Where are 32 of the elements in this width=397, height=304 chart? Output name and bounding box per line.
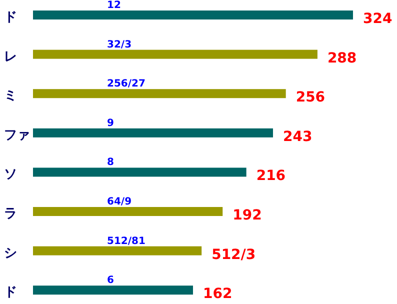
y-tick-label: レ	[4, 49, 17, 64]
data-label: 192	[232, 208, 262, 224]
bar	[33, 50, 318, 59]
bar	[33, 89, 286, 98]
annotation: 32/3	[107, 39, 132, 50]
bar	[33, 168, 246, 177]
annotation: 12	[107, 0, 121, 11]
bar	[33, 207, 223, 216]
bar	[33, 286, 193, 295]
annotation: 64/9	[107, 196, 132, 208]
y-tick-label: シ	[4, 246, 17, 261]
bar	[33, 10, 353, 20]
annotation: 9	[107, 118, 114, 129]
data-label: 512/3	[212, 246, 256, 263]
y-tick-label: ド	[4, 10, 17, 25]
annotation: 256/27	[107, 78, 146, 90]
data-label: 243	[283, 128, 312, 145]
bar	[33, 246, 202, 256]
y-tick-label: ミ	[4, 88, 17, 104]
annotation: 8	[107, 157, 114, 168]
annotation: 6	[107, 275, 114, 286]
data-label: 324	[363, 11, 392, 27]
annotation: 512/81	[107, 236, 146, 247]
bar	[33, 128, 273, 138]
data-label: 288	[327, 50, 357, 66]
data-label: 162	[203, 286, 232, 302]
data-label: 256	[296, 90, 326, 106]
data-label: 216	[256, 168, 286, 184]
y-tick-label: ファ	[4, 128, 30, 143]
y-tick-label: ソ	[4, 167, 17, 182]
y-tick-label: ド	[4, 285, 17, 300]
y-tick-label: ラ	[4, 206, 17, 222]
